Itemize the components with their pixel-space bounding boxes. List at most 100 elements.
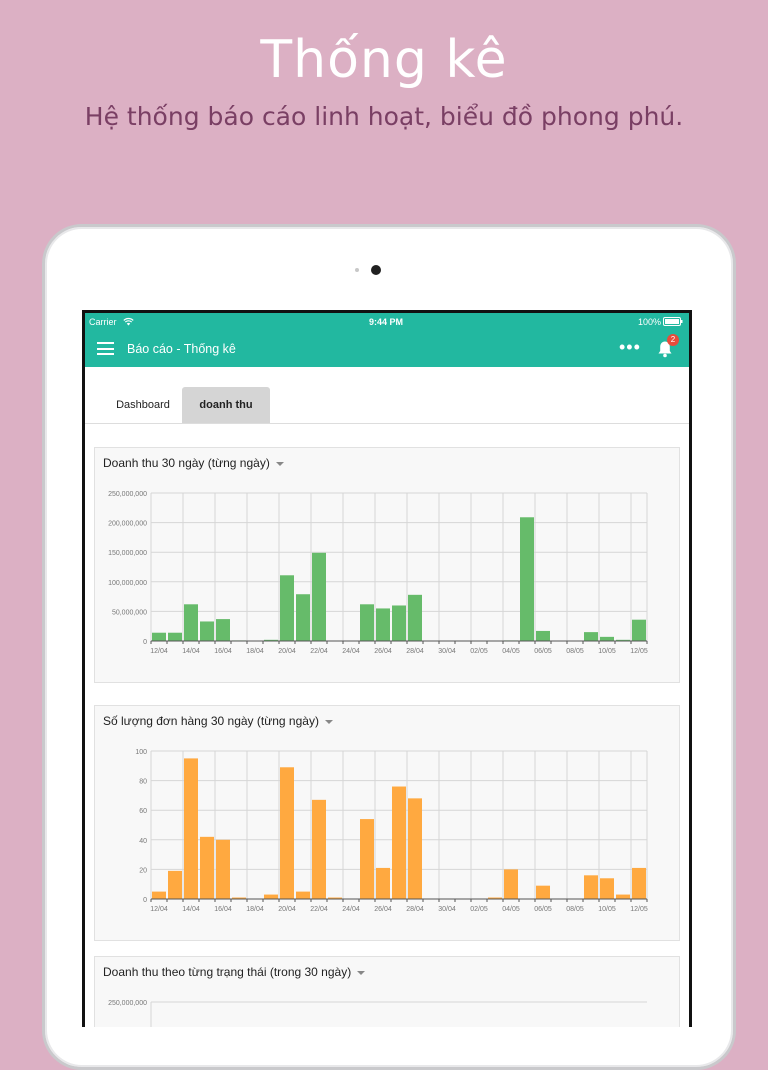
x-tick-label: 04/05 xyxy=(502,648,520,655)
bar xyxy=(408,594,422,641)
bar xyxy=(296,594,310,641)
x-tick-label: 14/04 xyxy=(182,906,200,913)
app-screen: Carrier 9:44 PM 100% Báo cáo - Thống kê … xyxy=(82,310,692,1027)
battery-percent: 100% xyxy=(638,317,662,327)
promo-title: Thống kê xyxy=(260,30,508,90)
x-tick-label: 28/04 xyxy=(406,648,424,655)
x-tick-label: 20/04 xyxy=(278,648,296,655)
bar xyxy=(536,885,550,899)
bar xyxy=(216,619,230,641)
x-tick-label: 18/04 xyxy=(246,648,264,655)
bar xyxy=(616,894,630,899)
x-tick-label: 04/05 xyxy=(502,906,520,913)
y-tick-label: 100 xyxy=(135,749,147,756)
bar xyxy=(184,604,198,641)
x-tick-label: 22/04 xyxy=(310,906,328,913)
x-tick-label: 12/04 xyxy=(150,906,168,913)
status-revenue-chart: 250,000,000 xyxy=(108,1000,647,1027)
tab-revenue[interactable]: doanh thu xyxy=(182,387,270,423)
bar xyxy=(328,897,342,899)
bar xyxy=(408,798,422,899)
notification-badge: 2 xyxy=(667,334,679,346)
x-tick-label: 22/04 xyxy=(310,648,328,655)
carrier-label: Carrier xyxy=(89,317,117,327)
bar xyxy=(168,870,182,899)
y-tick-label: 150,000,000 xyxy=(108,550,147,557)
x-tick-label: 26/04 xyxy=(374,906,392,913)
status-revenue-chart-panel: Doanh thu theo từng trạng thái (trong 30… xyxy=(94,956,680,1027)
bar xyxy=(376,608,390,641)
x-tick-label: 16/04 xyxy=(214,648,232,655)
x-tick-label: 16/04 xyxy=(214,906,232,913)
chart-title: Doanh thu 30 ngày (từng ngày) xyxy=(103,456,270,470)
x-tick-label: 08/05 xyxy=(566,906,584,913)
nav-bar: Báo cáo - Thống kê ••• 2 xyxy=(85,331,689,367)
y-tick-label: 0 xyxy=(143,897,147,904)
tab-dashboard[interactable]: Dashboard xyxy=(116,399,170,411)
revenue-chart-panel: Doanh thu 30 ngày (từng ngày) 0 50,000,00… xyxy=(94,447,680,683)
orders-chart-dropdown[interactable]: Số lượng đơn hàng 30 ngày (từng ngày) xyxy=(103,714,333,728)
bar xyxy=(392,605,406,641)
bar xyxy=(152,632,166,641)
page-title: Báo cáo - Thống kê xyxy=(127,342,236,356)
more-icon[interactable]: ••• xyxy=(619,337,641,357)
bar xyxy=(392,786,406,899)
orders-bar-chart: 0 20 40 60 80 100 12/04 14/04 16/04 18/04 20/04 22/… xyxy=(135,749,648,913)
bar xyxy=(584,632,598,641)
x-tick-label: 06/05 xyxy=(534,648,552,655)
y-tick-label: 60 xyxy=(139,808,147,815)
bar xyxy=(600,878,614,899)
chevron-down-icon xyxy=(324,719,333,724)
y-tick-label: 80 xyxy=(139,779,147,786)
bar xyxy=(536,630,550,641)
battery-icon xyxy=(663,317,683,326)
bar xyxy=(360,819,374,899)
bar xyxy=(360,604,374,641)
bar xyxy=(232,897,246,899)
sensor-dot xyxy=(355,268,359,272)
x-tick-label: 12/05 xyxy=(630,648,648,655)
x-tick-label: 24/04 xyxy=(342,906,360,913)
bar xyxy=(632,867,646,899)
x-tick-label: 28/04 xyxy=(406,906,424,913)
status-revenue-chart-dropdown[interactable]: Doanh thu theo từng trạng thái (trong 30… xyxy=(103,965,366,979)
x-tick-label: 02/05 xyxy=(470,906,488,913)
revenue-chart-dropdown[interactable]: Doanh thu 30 ngày (từng ngày) xyxy=(103,456,284,470)
x-tick-label: 06/05 xyxy=(534,906,552,913)
bar xyxy=(216,839,230,899)
x-tick-label: 08/05 xyxy=(566,648,584,655)
y-tick-label: 200,000,000 xyxy=(108,521,147,528)
x-tick-label: 30/04 xyxy=(438,906,456,913)
bar xyxy=(616,639,630,641)
bar xyxy=(184,758,198,899)
x-tick-label: 24/04 xyxy=(342,648,360,655)
y-tick-label: 250,000,000 xyxy=(108,1000,147,1007)
x-tick-label: 10/05 xyxy=(598,648,616,655)
x-tick-label: 12/05 xyxy=(630,906,648,913)
y-tick-label: 20 xyxy=(139,867,147,874)
bar xyxy=(152,891,166,899)
x-tick-label: 18/04 xyxy=(246,906,264,913)
hamburger-menu-icon[interactable] xyxy=(97,342,114,355)
bar xyxy=(312,552,326,641)
revenue-bar-chart: 0 50,000,000 100,000,000 150,000,000 200,000… xyxy=(108,491,648,655)
chart-title: Doanh thu theo từng trạng thái (trong 30… xyxy=(103,965,352,979)
bar xyxy=(584,875,598,899)
tab-bar: Dashboard doanh thu xyxy=(85,367,689,424)
y-tick-label: 100,000,000 xyxy=(108,580,147,587)
bar xyxy=(520,517,534,641)
bar xyxy=(200,621,214,641)
chart-title: Số lượng đơn hàng 30 ngày (từng ngày) xyxy=(103,714,319,728)
bar xyxy=(504,869,518,899)
x-tick-label: 20/04 xyxy=(278,906,296,913)
x-tick-label: 12/04 xyxy=(150,648,168,655)
promo-subtitle: Hệ thống báo cáo linh hoạt, biểu đồ phon… xyxy=(84,102,684,131)
bar xyxy=(264,894,278,899)
chevron-down-icon xyxy=(275,461,284,466)
bar xyxy=(312,799,326,899)
x-tick-label: 02/05 xyxy=(470,648,488,655)
bar xyxy=(264,639,278,641)
y-tick-label: 0 xyxy=(143,639,147,646)
status-bar: Carrier 9:44 PM 100% xyxy=(85,313,689,331)
